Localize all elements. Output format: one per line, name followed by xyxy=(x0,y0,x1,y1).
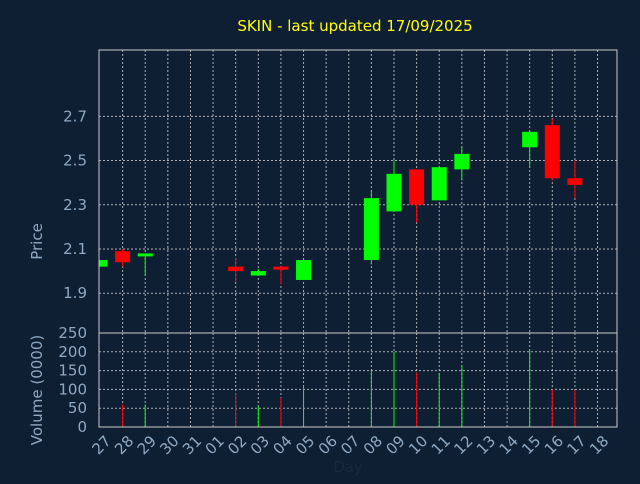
volume-tick-label: 0 xyxy=(77,418,87,436)
x-tick-label: 18 xyxy=(586,432,612,458)
candle-body xyxy=(386,173,402,212)
price-panel-frame xyxy=(98,49,618,334)
chart-title: SKIN - last updated 17/09/2025 xyxy=(237,17,472,35)
candle-body xyxy=(409,169,425,205)
price-axis-label: Price xyxy=(28,223,46,260)
candle-body xyxy=(228,266,244,272)
candle-body xyxy=(544,125,560,179)
volume-tick-label: 200 xyxy=(58,343,87,361)
candle-body xyxy=(250,271,266,276)
volume-tick-label: 100 xyxy=(58,380,87,398)
candle-body xyxy=(296,260,312,280)
candle-body xyxy=(431,167,447,201)
candle-body xyxy=(522,131,538,148)
volume-tick-label: 150 xyxy=(58,362,87,380)
price-tick-label: 2.7 xyxy=(63,107,87,125)
volume-axis-label: Volume (0000) xyxy=(28,335,46,445)
price-tick-label: 1.9 xyxy=(63,284,87,302)
candle-body xyxy=(363,198,379,261)
candle-body xyxy=(273,266,289,270)
x-axis-label: Day xyxy=(333,458,363,476)
price-tick-label: 2.1 xyxy=(63,240,87,258)
price-tick-label: 2.3 xyxy=(63,196,87,214)
volume-tick-label: 50 xyxy=(68,399,87,417)
candle-body xyxy=(100,260,108,267)
candle-body xyxy=(567,178,583,185)
candle-body xyxy=(137,253,153,257)
candle-body xyxy=(115,251,131,263)
volume-tick-label: 250 xyxy=(58,324,87,342)
volume-panel-frame xyxy=(98,332,618,428)
price-tick-label: 2.5 xyxy=(63,152,87,170)
candle-body xyxy=(454,153,470,170)
